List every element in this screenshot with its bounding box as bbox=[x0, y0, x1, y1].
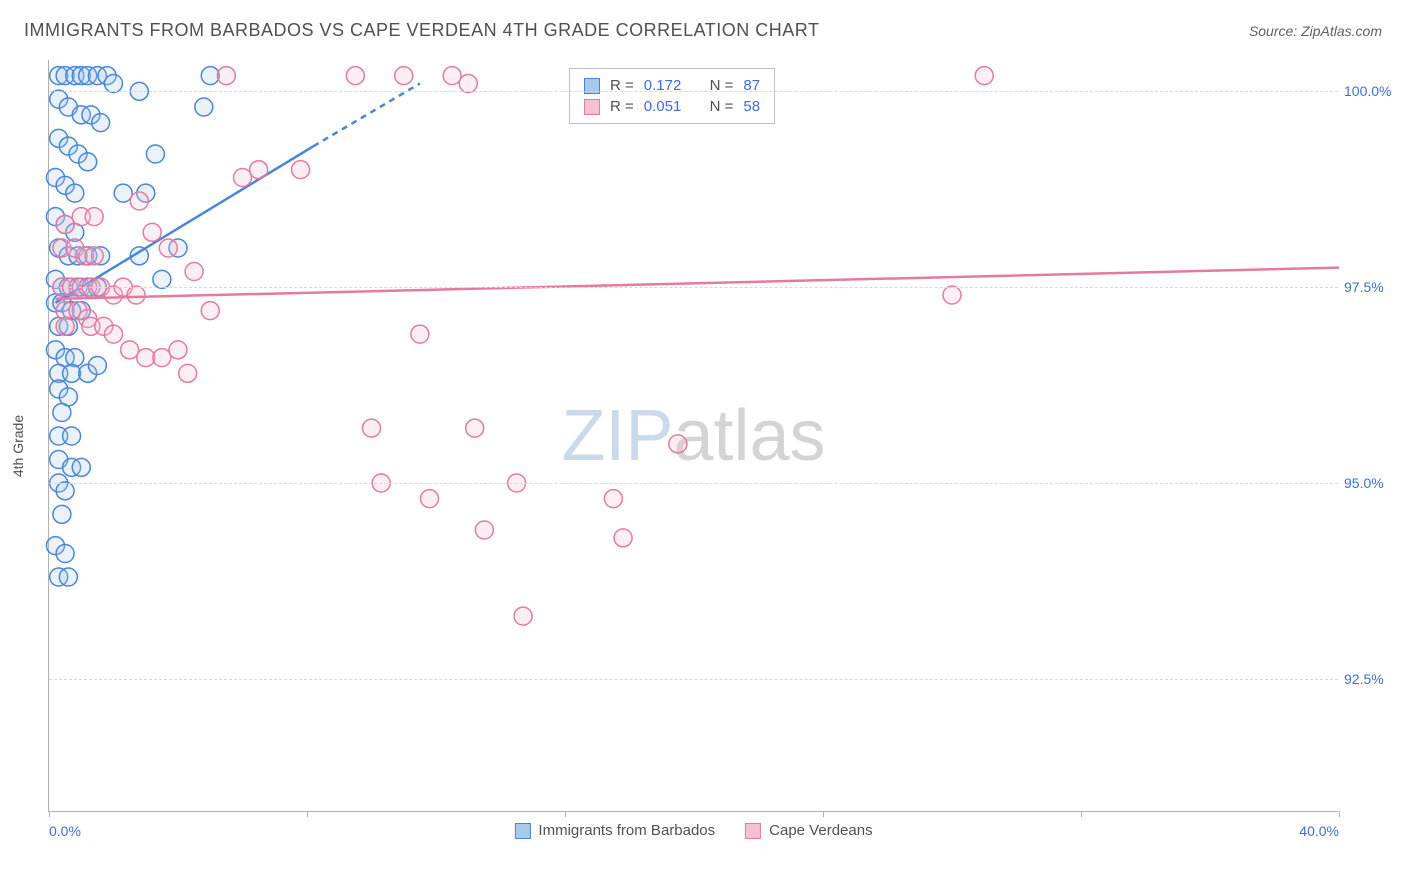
data-point-capeverdean bbox=[137, 349, 155, 367]
n-label: N = bbox=[710, 98, 734, 115]
legend-swatch-capeverdean bbox=[745, 823, 761, 839]
x-tick bbox=[565, 811, 566, 817]
x-tick bbox=[49, 811, 50, 817]
legend-item-capeverdean: Cape Verdeans bbox=[745, 822, 872, 839]
n-value-capeverdean: 58 bbox=[743, 98, 760, 115]
x-tick-label: 40.0% bbox=[1299, 823, 1339, 839]
data-point-barbados bbox=[53, 404, 71, 422]
data-point-barbados bbox=[92, 114, 110, 132]
data-point-barbados bbox=[63, 364, 81, 382]
data-point-capeverdean bbox=[604, 490, 622, 508]
x-tick bbox=[1339, 811, 1340, 817]
y-tick-label: 92.5% bbox=[1344, 671, 1400, 687]
data-point-capeverdean bbox=[411, 325, 429, 343]
data-point-capeverdean bbox=[363, 419, 381, 437]
data-point-capeverdean bbox=[130, 192, 148, 210]
data-point-capeverdean bbox=[179, 364, 197, 382]
data-point-capeverdean bbox=[85, 208, 103, 226]
legend-label-capeverdean: Cape Verdeans bbox=[769, 822, 872, 839]
data-point-barbados bbox=[146, 145, 164, 163]
data-point-barbados bbox=[88, 357, 106, 375]
stats-legend-box: R = 0.172 N = 87 R = 0.051 N = 58 bbox=[569, 68, 775, 124]
data-point-capeverdean bbox=[475, 521, 493, 539]
chart-plot-area: ZIPatlas R = 0.172 N = 87 R = 0.051 N = … bbox=[48, 60, 1338, 812]
data-point-barbados bbox=[153, 270, 171, 288]
legend-swatch-barbados bbox=[514, 823, 530, 839]
data-point-capeverdean bbox=[975, 67, 993, 85]
data-point-capeverdean bbox=[185, 263, 203, 281]
data-point-barbados bbox=[195, 98, 213, 116]
data-point-capeverdean bbox=[85, 247, 103, 265]
data-point-barbados bbox=[63, 427, 81, 445]
data-point-capeverdean bbox=[466, 419, 484, 437]
y-tick-label: 97.5% bbox=[1344, 279, 1400, 295]
x-tick-label: 0.0% bbox=[49, 823, 81, 839]
gridline bbox=[49, 287, 1338, 288]
data-point-capeverdean bbox=[127, 286, 145, 304]
chart-title: IMMIGRANTS FROM BARBADOS VS CAPE VERDEAN… bbox=[24, 20, 819, 41]
bottom-legend: Immigrants from Barbados Cape Verdeans bbox=[514, 822, 872, 839]
data-point-barbados bbox=[56, 545, 74, 563]
gridline bbox=[49, 679, 1338, 680]
data-point-capeverdean bbox=[217, 67, 235, 85]
data-point-barbados bbox=[53, 505, 71, 523]
legend-label-barbados: Immigrants from Barbados bbox=[538, 822, 715, 839]
data-point-capeverdean bbox=[201, 302, 219, 320]
x-tick bbox=[823, 811, 824, 817]
data-point-capeverdean bbox=[443, 67, 461, 85]
data-point-barbados bbox=[56, 482, 74, 500]
gridline bbox=[49, 483, 1338, 484]
data-point-barbados bbox=[66, 184, 84, 202]
data-point-capeverdean bbox=[234, 169, 252, 187]
data-point-capeverdean bbox=[459, 75, 477, 93]
legend-item-barbados: Immigrants from Barbados bbox=[514, 822, 715, 839]
data-point-capeverdean bbox=[121, 341, 139, 359]
data-point-capeverdean bbox=[56, 317, 74, 335]
data-point-capeverdean bbox=[159, 239, 177, 257]
data-point-barbados bbox=[105, 75, 123, 93]
data-point-capeverdean bbox=[292, 161, 310, 179]
stats-row-capeverdean: R = 0.051 N = 58 bbox=[584, 96, 760, 117]
data-point-barbados bbox=[201, 67, 219, 85]
data-point-capeverdean bbox=[143, 223, 161, 241]
data-point-barbados bbox=[79, 153, 97, 171]
swatch-capeverdean bbox=[584, 99, 600, 115]
data-point-capeverdean bbox=[169, 341, 187, 359]
trend-line-capeverdean bbox=[55, 268, 1339, 299]
r-value-capeverdean: 0.051 bbox=[644, 98, 682, 115]
r-label: R = bbox=[610, 98, 634, 115]
data-point-capeverdean bbox=[514, 607, 532, 625]
data-point-capeverdean bbox=[250, 161, 268, 179]
data-point-capeverdean bbox=[395, 67, 413, 85]
stats-row-barbados: R = 0.172 N = 87 bbox=[584, 75, 760, 96]
trend-line-dashed-barbados bbox=[313, 84, 419, 147]
gridline bbox=[49, 91, 1338, 92]
data-point-barbados bbox=[66, 349, 84, 367]
data-point-barbados bbox=[72, 458, 90, 476]
y-axis-title: 4th Grade bbox=[10, 415, 26, 477]
scatter-svg bbox=[49, 60, 1338, 811]
data-point-barbados bbox=[114, 184, 132, 202]
data-point-capeverdean bbox=[421, 490, 439, 508]
source-attribution: Source: ZipAtlas.com bbox=[1249, 23, 1382, 39]
y-tick-label: 95.0% bbox=[1344, 475, 1400, 491]
data-point-barbados bbox=[59, 568, 77, 586]
data-point-capeverdean bbox=[105, 325, 123, 343]
x-tick bbox=[1081, 811, 1082, 817]
data-point-capeverdean bbox=[153, 349, 171, 367]
y-tick-label: 100.0% bbox=[1344, 83, 1400, 99]
data-point-capeverdean bbox=[346, 67, 364, 85]
x-tick bbox=[307, 811, 308, 817]
data-point-capeverdean bbox=[614, 529, 632, 547]
data-point-capeverdean bbox=[943, 286, 961, 304]
data-point-capeverdean bbox=[56, 216, 74, 234]
data-point-capeverdean bbox=[669, 435, 687, 453]
